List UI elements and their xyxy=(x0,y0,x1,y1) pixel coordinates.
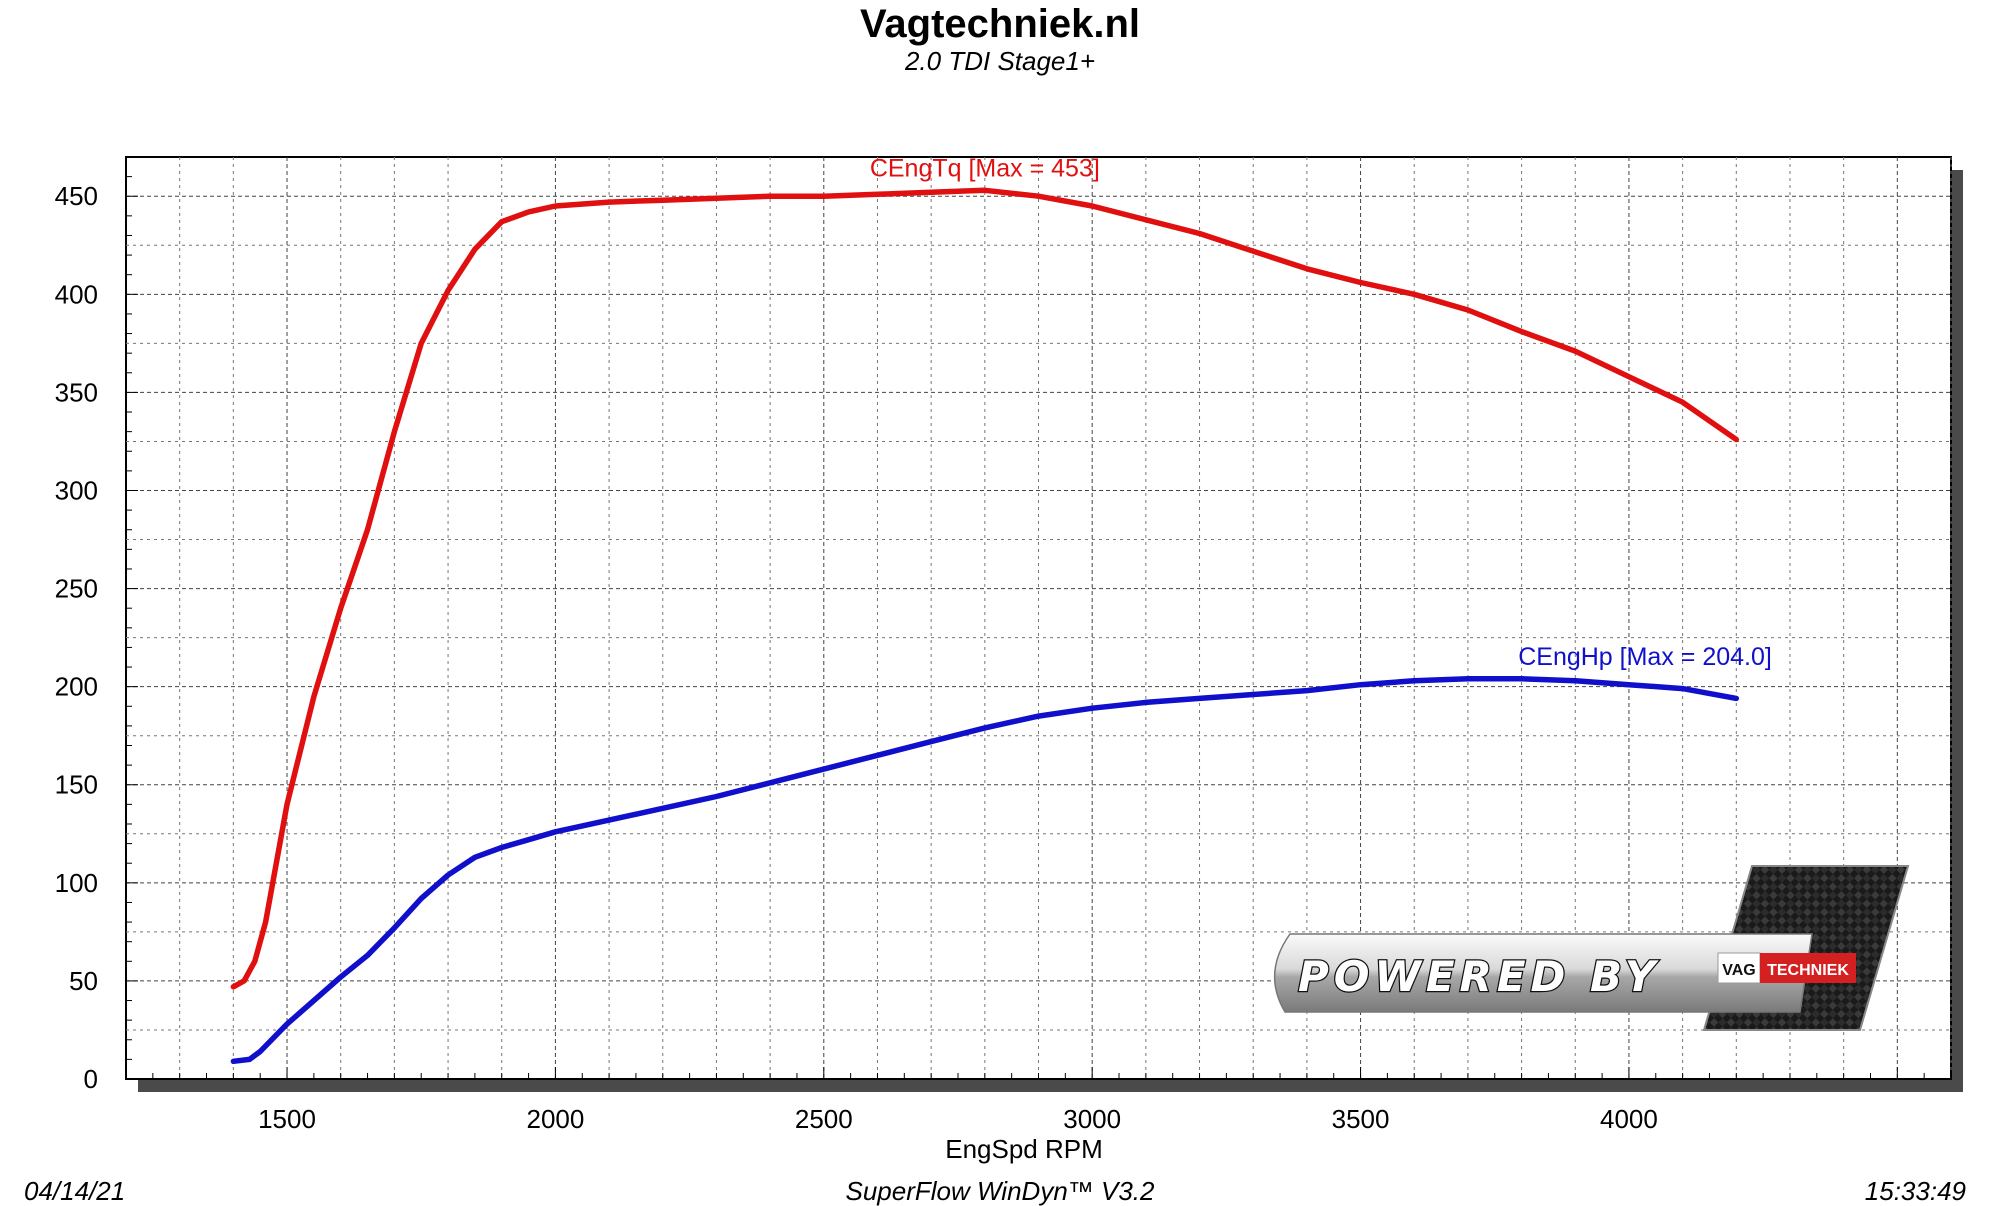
badge-vag: VAG xyxy=(1722,962,1755,979)
grid-lines xyxy=(126,157,1952,1079)
logo-banner xyxy=(1274,933,1813,1013)
series-label-cenghp: CEngHp [Max = 204.0] xyxy=(1518,643,1772,671)
x-tick-label: 3000 xyxy=(1063,1104,1121,1134)
series-lines xyxy=(230,187,1740,1065)
x-tick-label: 2500 xyxy=(795,1104,853,1134)
x-tick-label: 3500 xyxy=(1332,1104,1390,1134)
axis-ticks xyxy=(125,156,1952,1080)
y-tick-labels: 0 50 100 150 200 250 300 350 400 450 xyxy=(55,181,98,1094)
y-tick-label: 0 xyxy=(84,1064,98,1094)
badge-vag-bg xyxy=(1717,952,1761,984)
chart-title: Vagtechniek.nl xyxy=(859,2,1141,46)
series-cenghp xyxy=(230,676,1740,1065)
y-tick-label: 450 xyxy=(55,181,98,211)
plot-area xyxy=(125,156,1952,1080)
x-axis-label: EngSpd RPM xyxy=(945,1134,1103,1164)
y-tick-label: 150 xyxy=(55,770,98,800)
chart-subtitle: 2.0 TDI Stage1+ xyxy=(904,46,1096,76)
y-tick-label: 400 xyxy=(55,279,98,309)
footer-software: SuperFlow WinDyn™ V3.2 xyxy=(845,1176,1155,1206)
y-tick-label: 200 xyxy=(55,672,98,702)
powered-by-logo: POWERED BY VAG TECHNIEK xyxy=(1274,865,1910,1031)
y-tick-label: 50 xyxy=(69,966,98,996)
x-tick-label: 2000 xyxy=(526,1104,584,1134)
badge-techniek-bg xyxy=(1760,953,1856,983)
y-tick-label: 300 xyxy=(55,475,98,505)
y-tick-label: 250 xyxy=(55,574,98,604)
badge-techniek: TECHNIEK xyxy=(1767,962,1849,979)
series-labels: CEngTq [Max = 453] CEngHp [Max = 204.0] xyxy=(870,154,1772,670)
x-tick-label: 1500 xyxy=(258,1104,316,1134)
series-label-cengtq: CEngTq [Max = 453] xyxy=(870,154,1100,182)
x-tick-label: 4000 xyxy=(1600,1104,1658,1134)
x-tick-labels: 1500 2000 2500 3000 3500 4000 xyxy=(258,1104,1658,1134)
y-tick-label: 100 xyxy=(55,868,98,898)
powered-by-text: POWERED BY xyxy=(1298,952,1660,1001)
y-tick-label: 350 xyxy=(55,377,98,407)
series-cengtq xyxy=(230,187,1740,990)
footer-time: 15:33:49 xyxy=(1864,1176,1966,1206)
